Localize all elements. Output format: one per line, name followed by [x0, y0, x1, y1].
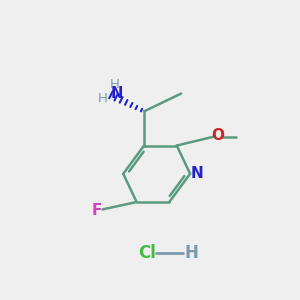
Text: Cl: Cl [138, 244, 156, 262]
Text: H: H [185, 244, 199, 262]
Text: H: H [98, 92, 108, 105]
Text: H: H [110, 78, 120, 91]
Text: N: N [110, 86, 123, 101]
Text: F: F [91, 203, 102, 218]
Text: N: N [190, 166, 203, 181]
Text: O: O [211, 128, 224, 142]
